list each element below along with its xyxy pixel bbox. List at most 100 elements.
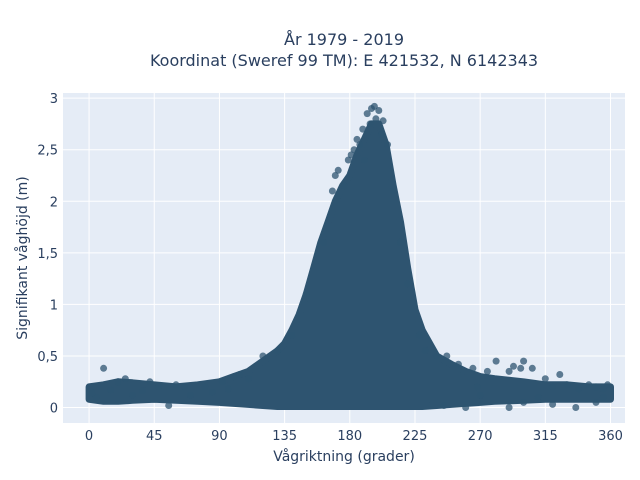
scatter-point: [473, 383, 481, 391]
x-tick-labels: 0 45 90 135 180 225 270 315 360: [85, 429, 623, 444]
scatter-point: [172, 381, 180, 389]
dense-point-cloud: [85, 120, 614, 410]
y-tick-labels: 0 0,5 1 1,5 2 2,5 3: [37, 92, 58, 416]
scatter-point: [572, 404, 580, 411]
y-tick-label: 2,5: [37, 144, 58, 159]
scatter-point: [483, 367, 491, 375]
scatter-point: [187, 391, 194, 399]
scatter-point: [129, 391, 136, 399]
scatter-point: [356, 141, 364, 149]
scatter-point: [454, 360, 462, 368]
scatter-point: [353, 135, 361, 143]
scatter-point: [139, 387, 147, 395]
scatter-point: [236, 371, 244, 378]
y-axis-label: Signifikant våghöjd (m): [14, 176, 31, 339]
scatter-point: [404, 280, 412, 288]
scatter-point: [389, 187, 397, 195]
scatter-point: [520, 357, 528, 365]
x-tick-label: 90: [211, 429, 228, 444]
scatter-points: [88, 102, 612, 411]
scatter-point: [592, 398, 600, 406]
scatter-point: [288, 331, 296, 339]
scatter-point: [476, 391, 484, 399]
scatter-point: [328, 187, 336, 195]
scatter-point: [528, 364, 536, 372]
scatter-point: [443, 352, 451, 360]
scatter-point: [541, 375, 549, 383]
scatter-point: [218, 378, 226, 386]
scatter-point: [563, 381, 571, 389]
x-tick-label: 135: [272, 429, 297, 444]
scatter-point: [492, 357, 500, 365]
scatter-point: [114, 378, 122, 386]
scatter-point: [181, 383, 189, 391]
scatter-point: [224, 385, 232, 393]
y-tick-label: 0: [50, 402, 58, 417]
y-tick-label: 0,5: [37, 350, 58, 365]
scatter-point: [549, 400, 557, 408]
scatter-point: [244, 375, 252, 383]
scatter-point: [360, 156, 368, 164]
scatter-point: [585, 381, 593, 389]
y-tick-label: 1: [50, 298, 58, 313]
x-tick-label: 225: [403, 429, 428, 444]
scatter-point: [344, 156, 352, 164]
x-tick-label: 360: [598, 429, 623, 444]
scatter-point: [375, 107, 383, 114]
x-tick-label: 270: [468, 429, 493, 444]
x-tick-label: 0: [85, 429, 93, 444]
scatter-point: [201, 383, 209, 391]
scatter-point: [100, 364, 108, 372]
scatter-point: [517, 364, 525, 372]
scatter-point: [165, 402, 173, 409]
scatter-point: [107, 386, 115, 394]
y-tick-label: 3: [50, 92, 58, 107]
scatter-point: [421, 347, 429, 355]
scatter-point: [469, 364, 477, 372]
scatter-point: [155, 383, 163, 391]
scatter-point: [599, 385, 607, 393]
scatter-point: [556, 371, 564, 378]
x-tick-label: 45: [146, 429, 163, 444]
scatter-point: [359, 125, 367, 133]
scatter-point: [520, 398, 528, 406]
x-tick-label: 180: [337, 429, 362, 444]
y-tick-label: 1,5: [37, 247, 58, 262]
scatter-point: [575, 385, 583, 393]
scatter-point: [366, 120, 374, 128]
scatter-point: [549, 383, 557, 391]
chart-title-line1: År 1979 - 2019: [284, 30, 404, 49]
scatter-point: [259, 352, 267, 360]
scatter-point: [88, 389, 96, 397]
scatter-point: [347, 151, 355, 159]
scatter-point: [505, 367, 513, 375]
scatter-point: [363, 110, 371, 118]
scatter-point: [370, 102, 378, 110]
scatter-point: [604, 381, 612, 389]
chart-title-line2: Koordinat (Sweref 99 TM): E 421532, N 61…: [150, 51, 538, 70]
scatter-point: [415, 331, 423, 339]
scatter-point: [121, 375, 129, 383]
scatter-point: [379, 117, 387, 125]
scatter-point: [384, 141, 391, 149]
scatter-point: [340, 182, 348, 190]
scatter-point: [273, 347, 281, 355]
scatter-point: [440, 402, 448, 409]
scatter-point: [208, 388, 216, 396]
scatter-point: [334, 166, 342, 174]
scatter-point: [433, 352, 441, 360]
x-axis-label: Vågriktning (grader): [273, 448, 415, 465]
scatter-point: [397, 239, 404, 246]
y-tick-label: 2: [50, 195, 58, 210]
scatter-point: [331, 172, 339, 179]
scatter-point: [510, 362, 517, 370]
x-tick-label: 315: [533, 429, 558, 444]
scatter-point: [592, 383, 600, 391]
point-cloud-area: [85, 120, 614, 410]
scatter-point: [320, 239, 328, 246]
scatter-point: [230, 373, 238, 381]
scatter-point: [599, 393, 607, 401]
scatter-point: [462, 404, 470, 411]
scatter-point: [372, 115, 380, 123]
